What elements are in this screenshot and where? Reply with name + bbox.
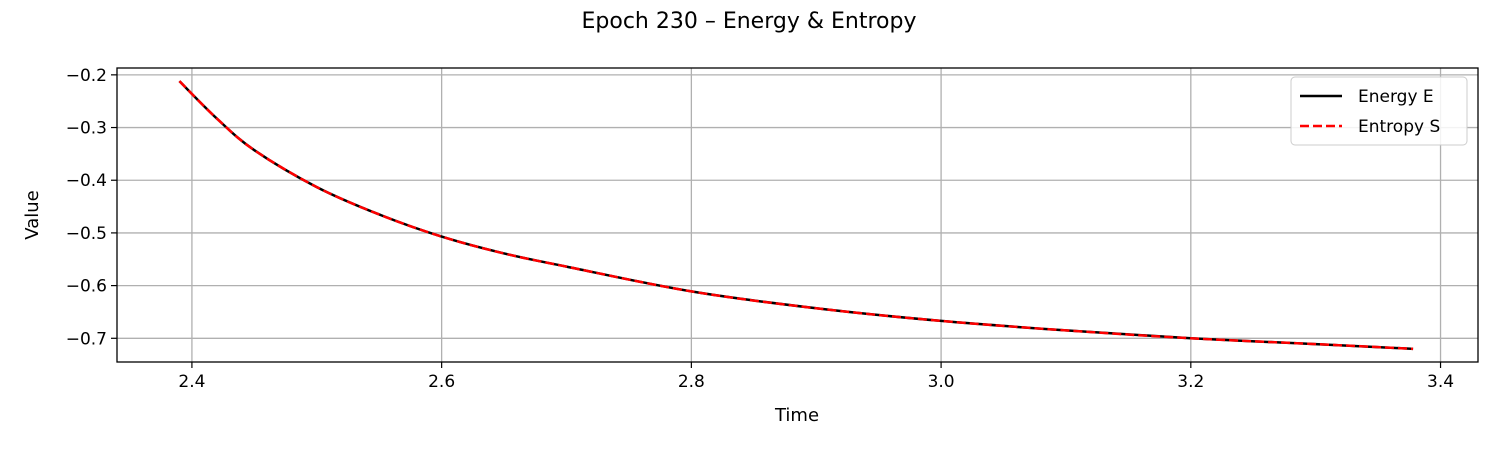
y-tick-label: −0.2	[66, 66, 107, 86]
y-tick-label: −0.6	[66, 277, 107, 297]
x-tick-label: 2.6	[428, 372, 455, 392]
x-axis-label: Time	[774, 405, 819, 426]
ticks: 2.4 2.6 2.8 3.0 3.2 3.4 −0.2 −0.3 −0.4 −0.5 −0.6 −0…	[66, 66, 1454, 392]
y-tick-label: −0.7	[66, 329, 107, 349]
grid-lines	[117, 68, 1478, 362]
plot-frame	[116, 67, 1479, 363]
x-tick-label: 3.2	[1177, 372, 1204, 392]
x-tick-label: 2.4	[178, 372, 205, 392]
x-tick-label: 3.4	[1427, 372, 1454, 392]
y-tick-label: −0.3	[66, 119, 107, 139]
y-axis-label: Value	[22, 190, 43, 239]
series-line-entropy	[178, 80, 1414, 351]
legend: Energy E Entropy S	[1290, 76, 1468, 146]
y-tick-label: −0.5	[66, 224, 107, 244]
legend-label-energy: Energy E	[1358, 87, 1434, 107]
series-layer	[178, 80, 1414, 351]
legend-box	[1290, 76, 1468, 146]
legend-label-entropy: Entropy S	[1358, 117, 1440, 137]
chart-title: Epoch 230 – Energy & Entropy	[582, 9, 917, 34]
x-tick-label: 2.8	[678, 372, 705, 392]
series-line-energy	[178, 80, 1414, 351]
y-tick-label: −0.4	[66, 171, 107, 191]
x-tick-label: 3.0	[928, 372, 955, 392]
